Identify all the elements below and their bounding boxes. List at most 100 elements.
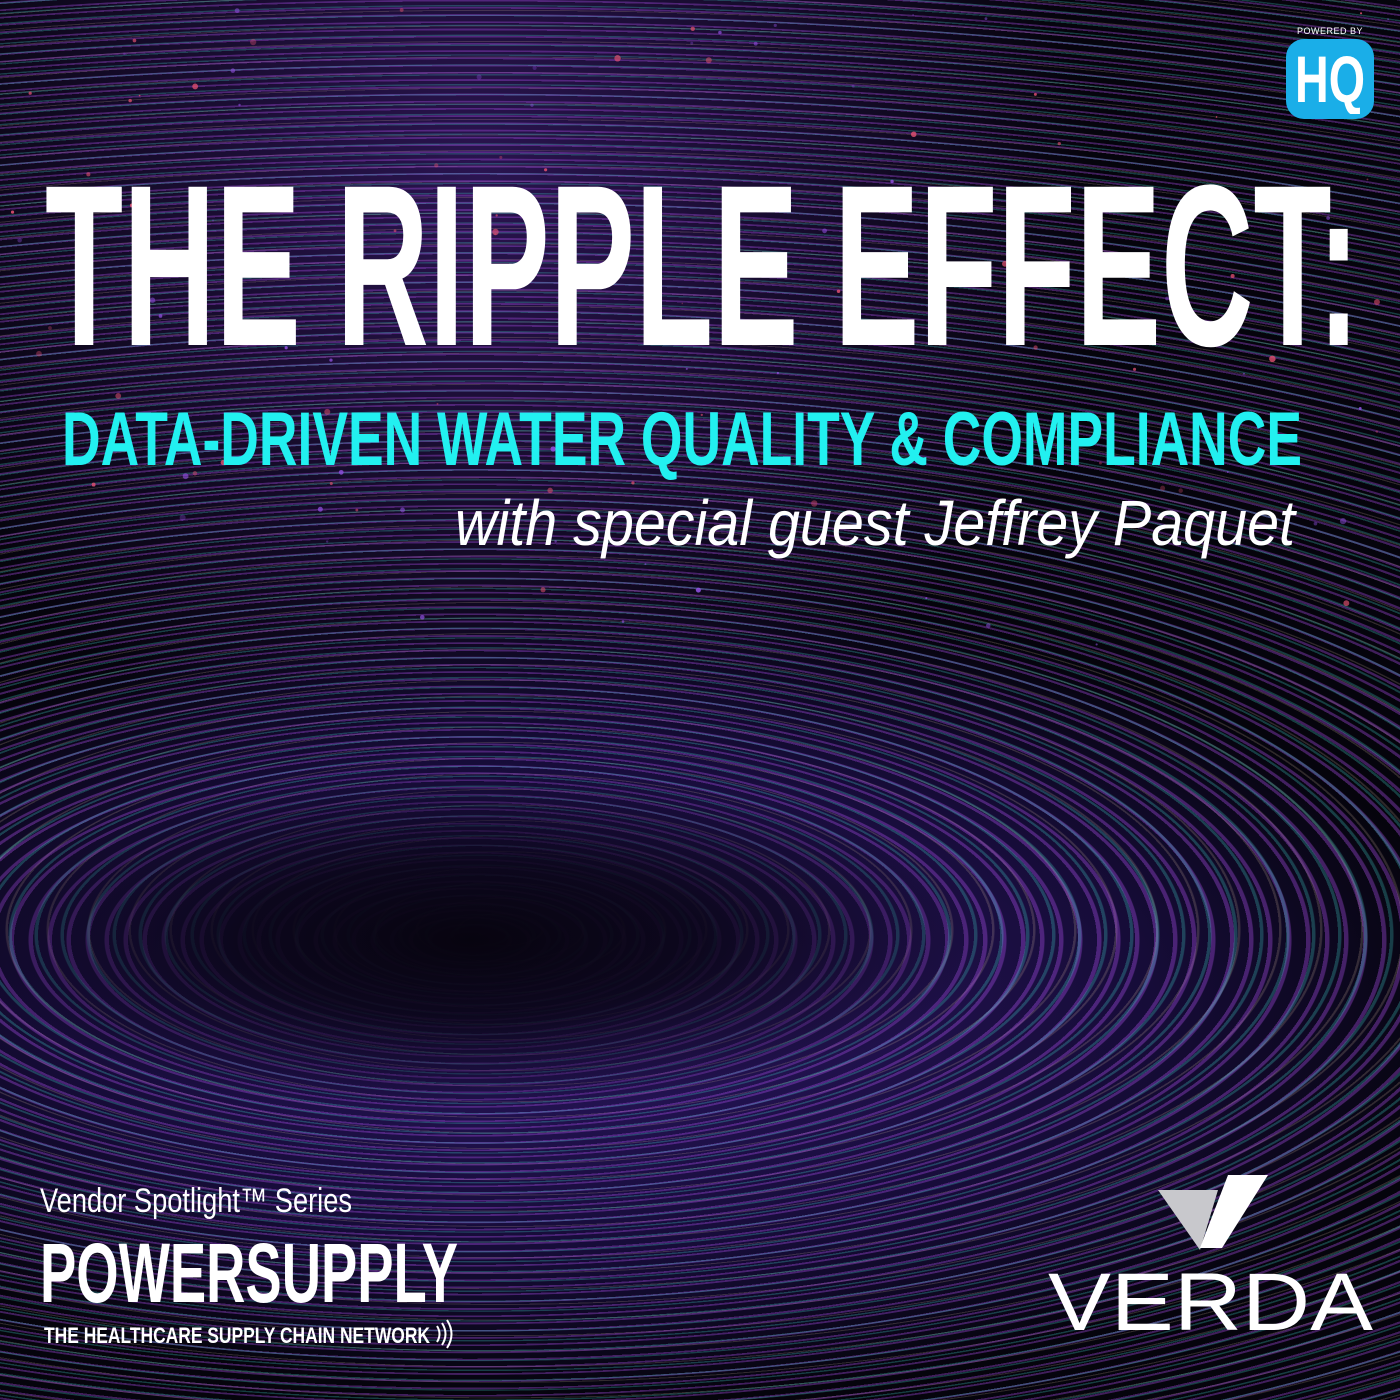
sparkle — [338, 469, 344, 475]
sparkle — [890, 179, 894, 184]
sparkle — [822, 228, 827, 234]
sparkle — [419, 614, 425, 620]
sparkle — [1230, 273, 1235, 279]
sparkle — [132, 38, 137, 43]
sparkle — [1313, 521, 1318, 526]
sparkle — [238, 103, 241, 107]
sparkle — [495, 214, 498, 217]
hq-logo-text: HQ — [1295, 44, 1365, 114]
sparkle — [540, 587, 546, 593]
sparkle — [115, 393, 122, 399]
sparkle — [250, 38, 257, 46]
sparkle — [1366, 178, 1369, 181]
sparkle — [851, 84, 855, 88]
sparkle — [1057, 141, 1061, 146]
sparkle — [985, 623, 991, 628]
sparkle — [393, 229, 397, 233]
sparkle — [123, 52, 126, 56]
sparkle — [1358, 407, 1362, 410]
sparkle — [1282, 294, 1289, 301]
sparkle — [817, 430, 822, 436]
sparkle — [576, 207, 583, 213]
episode-title: THE RIPPLE EFFECT: — [45, 137, 1360, 394]
sparkle — [86, 172, 91, 177]
sparkle — [1133, 367, 1137, 371]
powered-by-hq-badge: POWERED BY HQ — [1286, 26, 1374, 119]
sparkle — [1387, 18, 1389, 20]
sparkle — [718, 30, 722, 35]
sparkle — [28, 91, 32, 95]
sparkle — [621, 620, 625, 623]
sparkle — [91, 482, 96, 487]
sparkle — [1316, 201, 1323, 208]
sparkle — [1326, 216, 1331, 220]
sparkle — [192, 83, 199, 90]
sparkle — [776, 371, 779, 375]
sparkle — [1343, 600, 1350, 607]
sparkle — [182, 473, 189, 480]
sparkle — [1033, 345, 1038, 350]
sparkle — [234, 8, 240, 13]
sparkle — [17, 237, 22, 243]
sparkle — [355, 508, 359, 512]
sparkle — [532, 65, 537, 70]
sparkle — [1339, 518, 1347, 525]
sparkle — [910, 131, 917, 138]
sparkle — [499, 155, 503, 159]
signal-icon — [436, 1319, 453, 1349]
sparkle — [36, 350, 42, 357]
sparkle — [329, 481, 333, 486]
sparkle — [984, 17, 988, 21]
sparkle — [1242, 372, 1245, 375]
sparkle — [1033, 92, 1037, 96]
sparkle — [1228, 309, 1232, 313]
sparkle — [690, 26, 695, 32]
verda-logo-mark — [1158, 1175, 1268, 1250]
sparkle — [1234, 229, 1238, 232]
sparkle — [476, 74, 482, 80]
sparkle — [925, 597, 928, 600]
sparkle — [1056, 426, 1059, 429]
sparkle — [935, 188, 939, 191]
sparkle — [554, 540, 557, 543]
sparkle — [737, 278, 740, 281]
sparkle — [158, 314, 163, 318]
sparkle — [399, 8, 404, 12]
sparkle — [753, 41, 758, 46]
sparkle — [497, 428, 502, 434]
sparkle — [436, 402, 439, 405]
sparkle — [10, 210, 15, 214]
sparkle — [149, 297, 156, 303]
sparkle — [492, 228, 499, 236]
guest-line: with special guest Jeffrey Paquet — [455, 487, 1297, 559]
sparkle — [1160, 485, 1166, 491]
sparkle — [1359, 12, 1363, 15]
sparkle — [614, 55, 621, 62]
sparkle — [700, 413, 703, 417]
sparkle — [138, 94, 141, 97]
sparkle — [434, 163, 439, 168]
sparkle — [695, 587, 701, 593]
sparkle — [685, 367, 688, 370]
sparkle — [351, 318, 354, 321]
sparkle — [1226, 471, 1229, 473]
series-label: Vendor Spotlight™ Series — [40, 1182, 352, 1220]
sparkle — [1095, 643, 1098, 646]
sparkle — [220, 459, 226, 466]
sparkle — [1237, 438, 1241, 442]
sparkle — [530, 103, 534, 107]
sparkle — [537, 514, 541, 518]
sparkle — [325, 540, 329, 543]
sparkle — [1215, 116, 1218, 118]
sparkle — [153, 267, 157, 271]
verda-logo-text: VERDA — [1048, 1257, 1373, 1348]
hq-logo: HQ — [1286, 39, 1374, 119]
sparkle — [48, 326, 52, 330]
sparkle — [400, 507, 405, 513]
sparkle — [631, 481, 635, 485]
sparkle — [690, 41, 694, 45]
powered-by-label: POWERED BY — [1296, 26, 1363, 36]
sparkle — [284, 346, 288, 350]
